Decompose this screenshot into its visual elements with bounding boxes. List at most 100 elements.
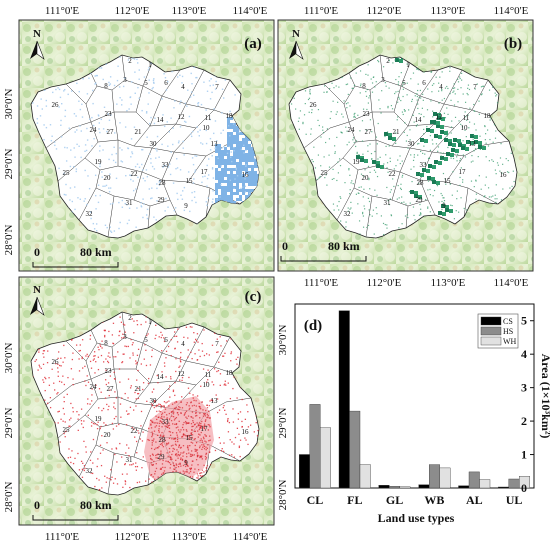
lat-label: 29°0'N — [277, 408, 289, 439]
region-number: 2 — [386, 57, 390, 65]
bar-hs-cl — [309, 404, 321, 489]
district-boundary — [78, 414, 101, 478]
lon-label: 112°0'E — [115, 5, 150, 17]
region-number: 23 — [105, 110, 113, 118]
lon-label: 113°0'E — [172, 531, 207, 543]
region-number: 1 — [406, 61, 410, 69]
region-number: 28 — [159, 179, 167, 187]
x-tick-label: WB — [424, 493, 444, 507]
bar-hs-al — [468, 471, 480, 489]
region-number: 7 — [215, 340, 219, 348]
legend-swatch — [480, 316, 502, 326]
lon-label: 111°0'E — [304, 277, 339, 289]
region-number: 7 — [215, 83, 219, 91]
legend-label: CS — [503, 317, 513, 326]
region-number: 12 — [178, 113, 186, 121]
panel-label-a: (a) — [244, 36, 262, 52]
lon-label: 112°0'E — [115, 531, 150, 543]
lon-label: 114°0'E — [494, 5, 529, 17]
region-number: 27 — [107, 385, 115, 393]
scale-zero: 0 — [34, 498, 40, 512]
map-b-scale-bar: 0 80 km — [280, 239, 367, 262]
lon-label: 111°0'E — [304, 5, 339, 17]
region-number: 9 — [442, 202, 446, 210]
x-tick-label: AL — [466, 493, 483, 507]
bar-wh-fl — [359, 464, 371, 489]
region-number: 33 — [162, 418, 170, 426]
lon-label: 113°0'E — [172, 5, 207, 17]
region-number: 24 — [348, 126, 356, 134]
lat-label: 28°0'N — [277, 480, 289, 511]
region-number: 18 — [484, 112, 492, 120]
region-number: 29 — [416, 196, 424, 204]
lon-label: 113°0'E — [431, 277, 466, 289]
scale-zero: 0 — [34, 245, 40, 259]
region-number: 9 — [184, 202, 188, 210]
map-c-north-arrow: N — [30, 284, 45, 316]
lat-label: 30°0'N — [3, 343, 15, 374]
region-number: 2 — [128, 57, 132, 65]
y-tick-label: 0 — [521, 481, 527, 495]
region-number: 28 — [159, 436, 167, 444]
region-number: 32 — [344, 210, 352, 218]
district-boundary — [57, 378, 99, 439]
region-number: 21 — [135, 385, 143, 393]
region-number: 33 — [420, 161, 428, 169]
region-number: 19 — [95, 158, 103, 166]
region-number: 29 — [158, 196, 166, 204]
region-number: 1 — [148, 318, 152, 326]
region-number: 10 — [461, 124, 469, 132]
y-tick-label: 1 — [521, 448, 527, 462]
district-boundary — [175, 109, 233, 129]
region-number: 6 — [164, 79, 168, 87]
region-number: 22 — [131, 170, 139, 178]
y-tick-label: 5 — [521, 314, 527, 328]
bar-hs-fl — [349, 410, 361, 489]
region-number: 8 — [104, 82, 108, 90]
bar-hs-wb — [429, 464, 440, 489]
region-number: 28 — [417, 179, 425, 187]
legend-swatch — [480, 326, 502, 336]
region-number: 31 — [126, 199, 134, 207]
bar-cs-gl — [378, 485, 390, 489]
bar-cs-ul — [498, 486, 509, 489]
region-number: 17 — [459, 168, 467, 176]
district-boundary — [57, 121, 99, 182]
scale-zero: 0 — [282, 239, 288, 253]
lon-label: 114°0'E — [233, 531, 268, 543]
region-number: 16 — [242, 428, 250, 436]
region-number: 15 — [444, 177, 452, 185]
region-number: 13 — [211, 397, 219, 405]
x-tick-label: CL — [307, 493, 324, 507]
region-number: 30 — [150, 140, 158, 148]
region-number: 25 — [321, 169, 329, 177]
map-a-scale-bar: 0 80 km — [32, 245, 119, 268]
district-boundary — [303, 103, 350, 149]
bar-cs-wb — [418, 484, 430, 489]
region-number: 18 — [226, 369, 234, 377]
lat-label: 28°0'N — [3, 225, 15, 256]
lat-label: 30°0'N — [3, 89, 15, 120]
region-number: 5 — [144, 336, 148, 344]
lon-label: 113°0'E — [431, 5, 466, 17]
chart-x-axis: CL FL GL WB AL UL — [307, 493, 523, 507]
x-tick-label: GL — [386, 493, 403, 507]
region-number: 20 — [362, 174, 370, 182]
region-number: 30 — [150, 397, 158, 405]
region-number: 14 — [157, 373, 165, 381]
district-boundary — [169, 199, 178, 216]
district-boundary — [336, 157, 359, 221]
region-number: 31 — [126, 456, 134, 464]
bar-cs-cl — [299, 454, 310, 489]
region-number: 11 — [463, 114, 470, 122]
region-number: 1 — [148, 61, 152, 69]
region-number: 17 — [201, 168, 209, 176]
region-number: 26 — [310, 101, 318, 109]
